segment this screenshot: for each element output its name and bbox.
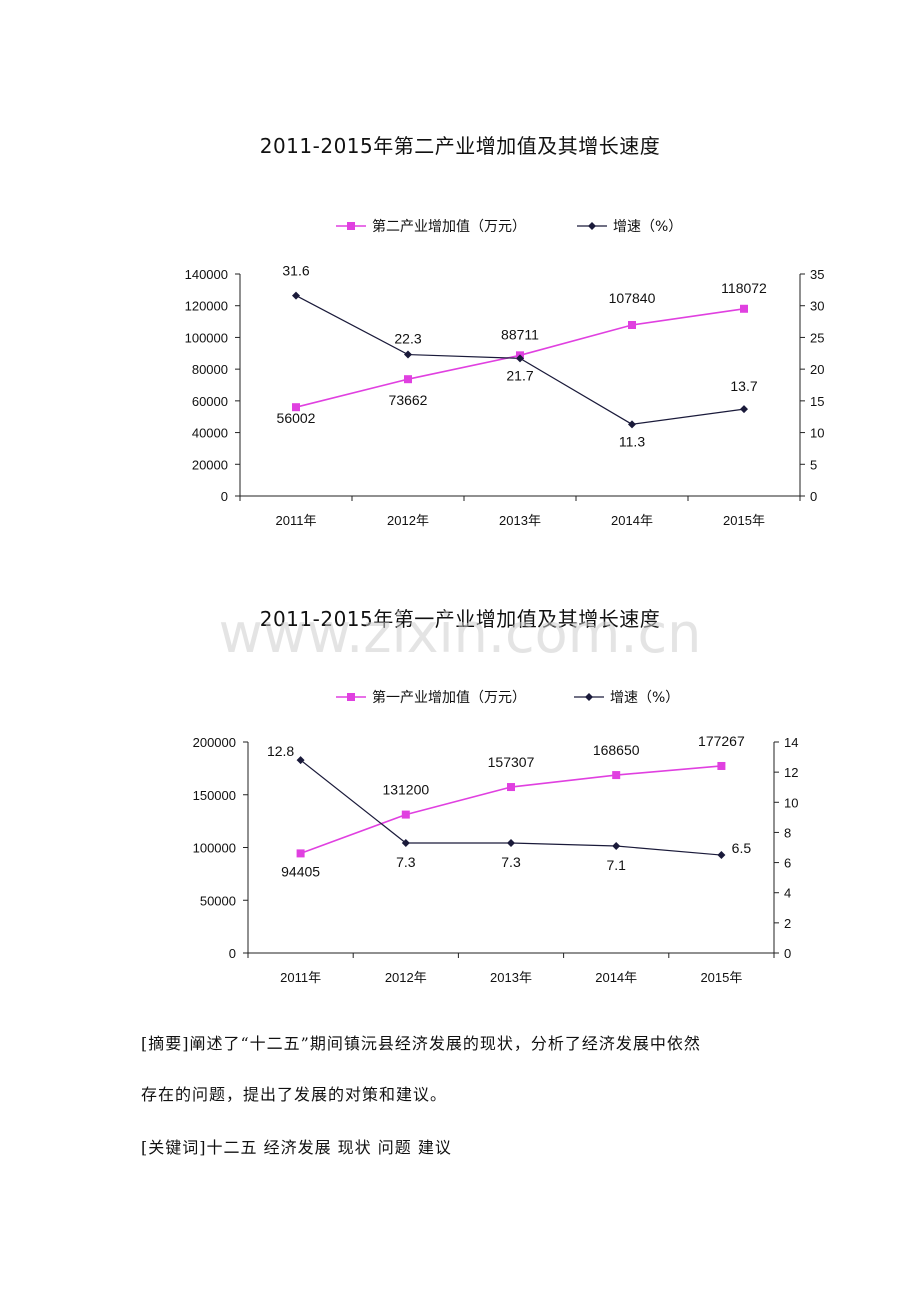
c1-value-point bbox=[292, 403, 300, 412]
c2-right-tick-label: 0 bbox=[784, 946, 791, 961]
c2-x-tick-label: 2011年 bbox=[280, 970, 321, 985]
c2-growth-point bbox=[507, 838, 515, 847]
c2-x-tick-label: 2013年 bbox=[490, 970, 532, 985]
c2-left-tick-label: 200000 bbox=[193, 735, 236, 750]
c2-right-tick-label: 10 bbox=[784, 795, 798, 810]
abstract-line-1: [摘要]阐述了“十二五”期间镇沅县经济发展的现状，分析了经济发展中依然 bbox=[141, 1034, 701, 1053]
c1-growth-data-label: 11.3 bbox=[619, 433, 645, 449]
c2-growth-data-label: 7.3 bbox=[396, 854, 416, 870]
c1-growth-data-label: 31.6 bbox=[282, 263, 309, 279]
c2-value-data-label: 131200 bbox=[382, 782, 429, 798]
c1-growth-point bbox=[404, 350, 412, 359]
c2-right-tick-label: 6 bbox=[784, 856, 791, 871]
c2-value-point bbox=[401, 810, 410, 819]
c1-growth-data-label: 21.7 bbox=[506, 367, 533, 383]
c2-value-data-label: 168650 bbox=[593, 742, 640, 758]
c2-value-point bbox=[717, 761, 726, 770]
c1-growth-point bbox=[740, 405, 748, 414]
c2-legend-value-label: 第一产业增加值（万元） bbox=[372, 689, 526, 706]
c2-right-tick-label: 14 bbox=[784, 735, 798, 750]
c2-left-tick-label: 0 bbox=[229, 946, 236, 961]
c1-left-tick-label: 0 bbox=[221, 489, 228, 504]
c2-growth-data-label: 12.8 bbox=[267, 743, 294, 759]
c2-left-tick-label: 150000 bbox=[193, 788, 236, 803]
c2-right-tick-label: 2 bbox=[784, 916, 791, 931]
c1-left-tick-label: 140000 bbox=[185, 267, 228, 282]
c2-value-data-label: 157307 bbox=[488, 754, 535, 770]
c1-value-data-label: 73662 bbox=[389, 392, 428, 408]
c2-value-data-label: 177267 bbox=[698, 733, 745, 749]
c1-left-tick-label: 60000 bbox=[192, 394, 228, 409]
c1-value-data-label: 88711 bbox=[501, 326, 539, 342]
c2-legend-growth-label: 增速（%） bbox=[610, 690, 679, 706]
watermark: www.zixin.com.cn bbox=[218, 602, 702, 665]
c1-right-tick-label: 5 bbox=[810, 457, 817, 472]
c1-growth-data-label: 22.3 bbox=[394, 331, 421, 347]
c2-left-tick-label: 100000 bbox=[193, 841, 236, 856]
c1-value-data-label: 118072 bbox=[721, 280, 767, 296]
c1-right-tick-label: 20 bbox=[810, 362, 824, 377]
c2-value-point bbox=[507, 783, 515, 792]
c2-growth-data-label: 7.3 bbox=[501, 854, 521, 870]
c1-right-tick-label: 0 bbox=[810, 489, 817, 504]
c1-x-tick-label: 2015年 bbox=[723, 513, 765, 528]
c2-left-tick-label: 50000 bbox=[200, 893, 236, 908]
c1-left-tick-label: 40000 bbox=[192, 426, 228, 441]
c1-growth-point bbox=[628, 420, 636, 429]
c1-left-tick-label: 20000 bbox=[192, 457, 228, 472]
c1-legend-value-label: 第二产业增加值（万元） bbox=[372, 218, 526, 235]
c1-x-tick-label: 2011年 bbox=[276, 513, 317, 528]
abstract-line-2: 存在的问题，提出了发展的对策和建议。 bbox=[141, 1085, 448, 1104]
c1-right-tick-label: 15 bbox=[810, 394, 824, 409]
c2-growth-point bbox=[612, 841, 621, 850]
chart1-secondary-industry: 0 20000 40000 60000 80000 100000 120000 140000 0… bbox=[185, 218, 825, 528]
c2-right-tick-label: 4 bbox=[784, 886, 791, 901]
c1-x-tick-label: 2013年 bbox=[499, 513, 541, 528]
c2-x-tick-label: 2012年 bbox=[385, 970, 427, 985]
c2-right-tick-label: 12 bbox=[784, 765, 798, 780]
c2-right-tick-label: 8 bbox=[784, 825, 791, 840]
keywords-line: [关键词]十二五 经济发展 现状 问题 建议 bbox=[141, 1138, 452, 1157]
c1-left-tick-label: 120000 bbox=[185, 299, 228, 314]
c1-growth-point bbox=[292, 291, 300, 300]
c2-growth-point bbox=[401, 838, 410, 847]
chart1-title: 2011-2015年第二产业增加值及其增长速度 bbox=[259, 134, 661, 158]
c2-legend-growth-marker bbox=[585, 693, 593, 701]
c2-value-data-label: 94405 bbox=[281, 863, 320, 879]
chart2-primary-industry: 0 50000 100000 150000 200000 0 2 4 6 8 10 12 14 2011年… bbox=[193, 689, 799, 985]
c1-value-point bbox=[404, 375, 412, 384]
c1-growth-data-label: 13.7 bbox=[730, 378, 757, 394]
c2-x-tick-label: 2015年 bbox=[700, 970, 742, 985]
c1-right-tick-label: 35 bbox=[810, 267, 824, 282]
c1-value-point bbox=[740, 304, 748, 313]
c1-legend-growth-label: 增速（%） bbox=[613, 219, 682, 235]
c1-legend-growth-marker bbox=[588, 222, 596, 230]
c2-x-tick-label: 2014年 bbox=[595, 970, 637, 985]
c2-growth-data-label: 7.1 bbox=[606, 857, 626, 873]
c2-growth-point bbox=[717, 851, 726, 860]
c1-legend-value-marker bbox=[347, 222, 355, 230]
c2-growth-data-label: 6.5 bbox=[732, 840, 752, 856]
c1-value-point bbox=[628, 320, 636, 329]
c1-right-tick-label: 10 bbox=[810, 426, 824, 441]
c1-value-data-label: 107840 bbox=[609, 290, 656, 306]
c1-right-tick-label: 25 bbox=[810, 330, 824, 345]
chart2-title: 2011-2015年第一产业增加值及其增长速度 bbox=[259, 607, 661, 631]
c2-legend-value-marker bbox=[347, 693, 355, 701]
c2-value-point bbox=[296, 849, 305, 858]
c2-value-point bbox=[612, 771, 621, 780]
c1-x-tick-label: 2012年 bbox=[387, 513, 429, 528]
c1-value-data-label: 56002 bbox=[277, 410, 316, 426]
c1-left-tick-label: 80000 bbox=[192, 362, 228, 377]
c2-growth-point bbox=[296, 756, 305, 765]
c1-x-tick-label: 2014年 bbox=[611, 513, 653, 528]
c1-left-tick-label: 100000 bbox=[185, 330, 228, 345]
c1-growth-point bbox=[516, 354, 524, 363]
c1-right-tick-label: 30 bbox=[810, 299, 824, 314]
